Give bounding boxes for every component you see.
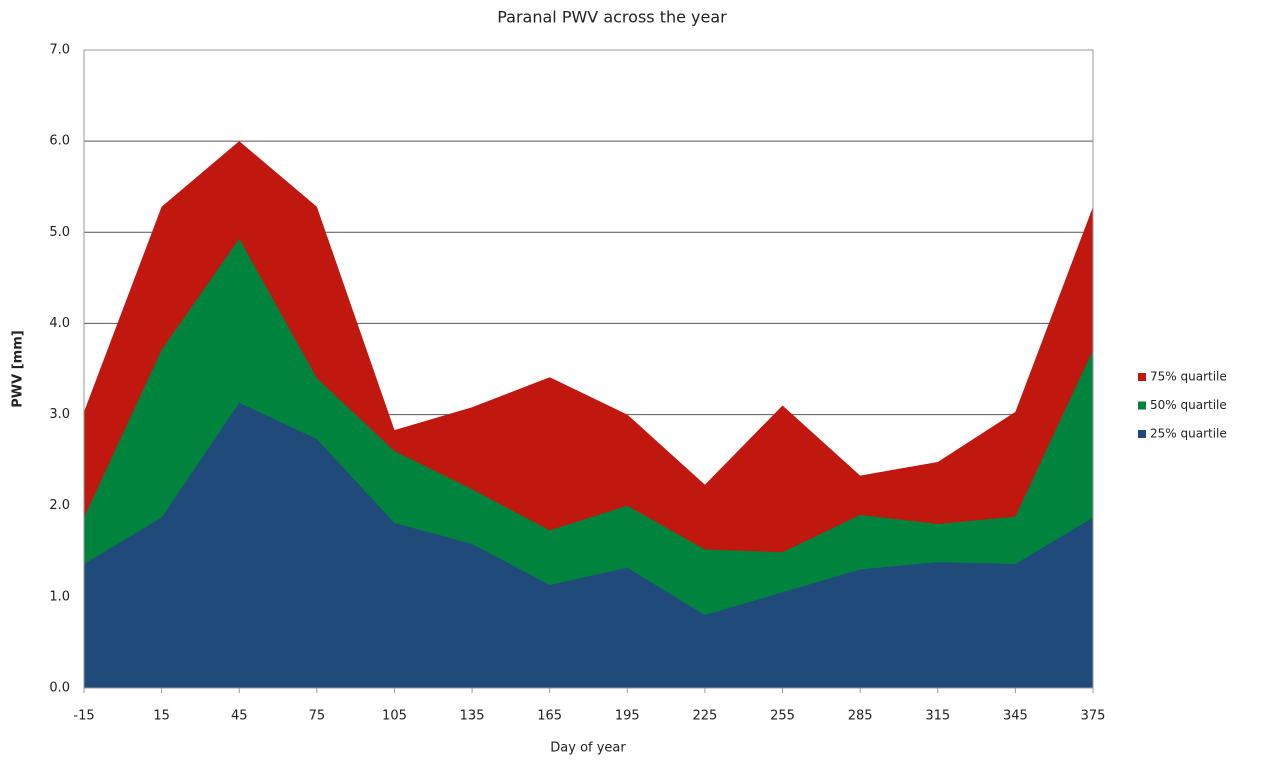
chart-title: Paranal PWV across the year <box>497 8 727 27</box>
x-tick-label: 285 <box>848 709 873 724</box>
legend-label: 25% quartile <box>1150 427 1227 441</box>
x-tick-label: 225 <box>693 709 718 724</box>
x-tick-label: 345 <box>1003 709 1028 724</box>
x-tick-label: 195 <box>615 709 640 724</box>
y-tick-label: 1.0 <box>49 589 70 604</box>
plot-frame <box>83 49 1094 689</box>
x-tick-label: 255 <box>770 709 795 724</box>
x-tick-label: 45 <box>231 709 248 724</box>
y-tick-label: 6.0 <box>49 134 70 149</box>
x-tick-label: 315 <box>925 709 950 724</box>
x-tick-label: 375 <box>1081 709 1106 724</box>
x-tick-label: 75 <box>309 709 326 724</box>
legend-label: 50% quartile <box>1150 398 1227 412</box>
x-tick-label: 15 <box>153 709 170 724</box>
legend-label: 75% quartile <box>1150 370 1227 384</box>
legend-swatch <box>1138 373 1146 381</box>
y-tick-label: 7.0 <box>49 43 70 58</box>
y-tick-label: 2.0 <box>49 498 70 513</box>
x-axis-label: Day of year <box>550 741 626 756</box>
x-tick-label: 135 <box>460 709 485 724</box>
legend-swatch <box>1138 401 1146 410</box>
y-tick-label: 4.0 <box>49 316 70 331</box>
x-tick-label: 105 <box>382 709 407 724</box>
y-axis-label: PWV [mm] <box>11 330 26 407</box>
y-tick-label: 3.0 <box>49 407 70 422</box>
y-tick-label: 5.0 <box>49 225 70 240</box>
y-tick-label: 0.0 <box>49 681 70 696</box>
x-tick-label: -15 <box>73 709 94 724</box>
area <box>84 402 1093 688</box>
x-tick-label: 165 <box>537 709 562 724</box>
legend-swatch <box>1138 430 1146 438</box>
